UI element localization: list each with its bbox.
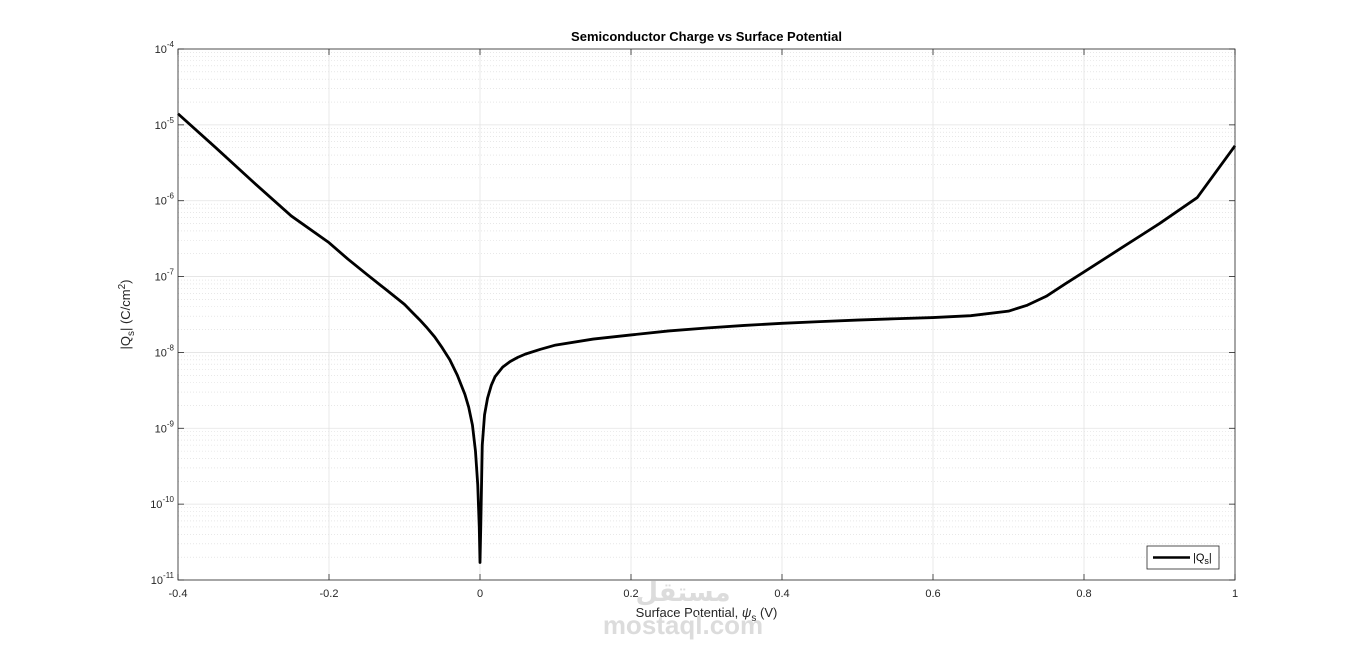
x-tick-label: 1 [1232, 588, 1238, 600]
legend-label-subscript: s [1204, 556, 1209, 566]
y-tick-label-exponent: -8 [167, 343, 175, 352]
y-axis-label-suffix: ) [118, 279, 133, 283]
y-tick-label: 10-8 [155, 343, 175, 359]
minor-grid [178, 52, 1235, 558]
y-tick-label: 10-5 [155, 116, 175, 132]
x-axis-label-subscript: s [751, 613, 756, 624]
plot-area [178, 49, 1235, 580]
y-axis-label-subscript: s [126, 331, 137, 336]
series-layer [177, 112, 1237, 564]
watermark: مستقل mostaql.com [603, 577, 763, 640]
y-tick-label: 10-9 [155, 419, 175, 435]
legend-label-suffix: | [1209, 552, 1212, 564]
x-axis-label-symbol: ψ [742, 605, 752, 620]
y-axis-ticks [178, 48, 1235, 581]
y-tick-label-exponent: -11 [163, 571, 175, 580]
y-tick-label-exponent: -10 [162, 495, 174, 504]
chart-title: Semiconductor Charge vs Surface Potentia… [571, 29, 842, 44]
x-tick-label: -0.2 [320, 588, 339, 600]
y-tick-label-base: 10 [155, 120, 167, 132]
y-tick-label: 10-10 [150, 495, 174, 511]
y-tick-label-base: 10 [155, 44, 167, 56]
y-tick-label-base: 10 [155, 272, 167, 284]
legend-label-prefix: |Q [1193, 552, 1205, 564]
y-tick-label: 10-4 [155, 40, 175, 56]
y-tick-label: 10-11 [151, 571, 175, 587]
y-tick-label: 10-7 [155, 268, 175, 284]
y-tick-label-exponent: -7 [167, 268, 175, 277]
y-tick-label-exponent: -9 [167, 419, 175, 428]
x-axis-ticks [177, 49, 1236, 580]
legend-label: |Qs| [1193, 552, 1212, 566]
y-tick-label-base: 10 [155, 423, 167, 435]
y-axis-label: |Qs| (C/cm2) [117, 279, 137, 349]
y-tick-label-base: 10 [151, 575, 163, 587]
legend: |Qs| [1146, 545, 1220, 570]
y-axis-label-superscript: 2 [117, 283, 128, 289]
x-tick-label: 0.4 [774, 588, 789, 600]
y-tick-label-exponent: -5 [167, 116, 175, 125]
y-tick-label-exponent: -6 [167, 192, 175, 201]
axes-box [177, 48, 1236, 581]
y-tick-label: 10-6 [155, 192, 175, 208]
x-tick-label: 0.8 [1076, 588, 1091, 600]
y-axis-label-middle: | (C/cm [118, 289, 133, 331]
watermark-arabic: مستقل [635, 577, 730, 607]
y-tick-label-base: 10 [155, 347, 167, 359]
x-axis-tick-labels: -0.4 -0.2 0 0.2 0.4 0.6 0.8 1 [169, 588, 1239, 600]
x-tick-label: 0.6 [925, 588, 940, 600]
y-tick-label-base: 10 [155, 196, 167, 208]
x-axis-label: Surface Potential, ψs (V) [636, 605, 778, 624]
x-tick-label: 0 [477, 588, 483, 600]
y-axis-label-prefix: |Q [118, 336, 133, 350]
y-tick-label-exponent: -4 [167, 40, 175, 49]
watermark-latin: mostaql.com [603, 610, 763, 640]
x-axis-label-unit: (V) [756, 605, 777, 620]
x-tick-label: -0.4 [169, 588, 188, 600]
series-line [177, 112, 1237, 564]
x-axis-label-main: Surface Potential, [636, 605, 742, 620]
y-tick-label-base: 10 [150, 499, 162, 511]
x-tick-label: 0.2 [623, 588, 638, 600]
